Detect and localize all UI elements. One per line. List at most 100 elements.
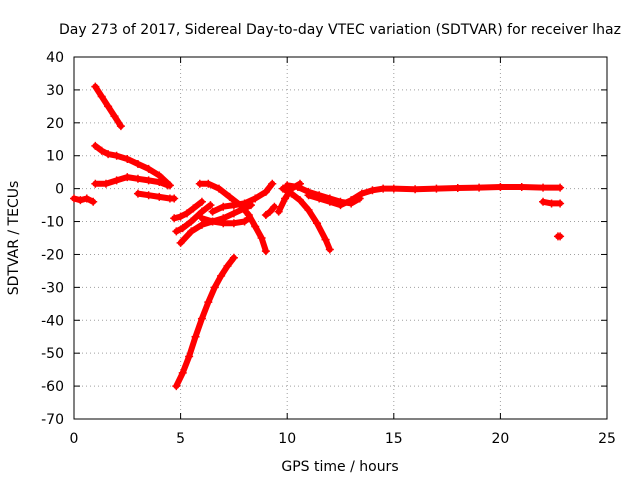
series-arc-13	[261, 202, 279, 219]
y-tick-label: 0	[55, 182, 64, 198]
data-point	[133, 159, 142, 168]
data-point	[229, 201, 238, 210]
y-tick-label: 10	[46, 149, 64, 165]
y-axis-label: SDTVAR / TECUs	[6, 181, 22, 296]
data-point	[97, 92, 106, 101]
series-arc-1	[70, 194, 98, 206]
data-point	[547, 199, 556, 208]
data-point	[178, 368, 187, 377]
data-point	[229, 219, 238, 228]
data-point	[251, 194, 260, 203]
data-point	[91, 179, 100, 188]
data-point	[172, 382, 181, 391]
y-tick-label: -60	[41, 379, 64, 395]
series-arc-7	[172, 201, 215, 236]
data-point	[261, 247, 270, 256]
y-tick-label: -30	[41, 280, 64, 296]
data-point	[475, 183, 484, 192]
y-axis-ticks: -70 -60 -50 -40 -30 -20 -10 0 10 20 30 40	[41, 50, 607, 428]
y-tick-label: 30	[46, 83, 64, 99]
data-point	[104, 150, 113, 159]
data-point	[176, 212, 185, 221]
data-point	[336, 201, 345, 210]
data-point	[144, 164, 153, 173]
data-point	[101, 179, 110, 188]
data-point	[210, 283, 219, 292]
data-point	[112, 151, 121, 160]
series-arc-17	[304, 182, 565, 210]
data-point	[97, 146, 106, 155]
plot-frame	[73, 56, 608, 420]
data-point	[104, 102, 113, 111]
data-point	[539, 197, 548, 206]
data-point	[223, 261, 232, 270]
data-point	[116, 122, 125, 131]
data-point	[229, 253, 238, 262]
data-point	[195, 179, 204, 188]
data-point	[144, 191, 153, 200]
data-point	[91, 141, 100, 150]
data-point	[176, 238, 185, 247]
y-tick-label: 40	[46, 50, 64, 66]
data-point	[163, 181, 172, 190]
data-point	[197, 197, 206, 206]
series-arc-18	[539, 197, 565, 208]
series-track	[71, 195, 97, 205]
data-point	[321, 235, 330, 244]
data-point	[187, 217, 196, 226]
data-point	[257, 234, 266, 242]
data-point	[244, 214, 253, 223]
data-point	[357, 189, 366, 198]
data-point	[268, 179, 277, 188]
data-point	[556, 183, 565, 192]
data-point	[112, 176, 121, 185]
data-point	[155, 192, 164, 201]
data-point	[197, 214, 206, 223]
data-point	[304, 191, 313, 200]
data-point	[82, 194, 91, 203]
data-point	[204, 179, 213, 188]
data-point	[191, 332, 200, 341]
data-point	[411, 185, 420, 194]
series-arc-19	[553, 232, 565, 241]
series-arc-11	[208, 179, 277, 216]
data-point	[283, 181, 292, 190]
data-point	[539, 183, 548, 192]
data-point	[281, 194, 290, 203]
series-arc-15	[278, 184, 334, 254]
data-point	[189, 204, 198, 213]
data-point	[172, 227, 181, 236]
series-arc-3	[91, 141, 174, 190]
data-point	[182, 209, 191, 218]
data-point	[295, 196, 304, 205]
data-point	[91, 82, 100, 91]
data-point	[70, 194, 78, 203]
series-track	[173, 254, 237, 390]
data-point	[453, 183, 462, 192]
data-point	[304, 206, 313, 215]
data-point	[229, 209, 238, 218]
data-point	[315, 194, 324, 203]
data-point	[206, 201, 215, 210]
x-tick-label: 5	[176, 431, 185, 447]
data-point	[187, 227, 196, 236]
series-arc-5	[133, 189, 179, 203]
data-point	[208, 217, 217, 226]
data-point	[293, 182, 302, 191]
data-point	[556, 199, 565, 208]
data-point	[274, 207, 283, 216]
series-arc-4	[91, 173, 172, 190]
data-point	[368, 186, 377, 195]
data-point	[155, 178, 164, 187]
data-point	[313, 219, 322, 228]
data-point	[225, 192, 234, 201]
data-point	[76, 196, 85, 205]
data-point	[325, 197, 334, 206]
data-point	[556, 232, 565, 241]
x-tick-label: 25	[598, 431, 616, 447]
y-tick-label: -40	[41, 313, 64, 329]
data-point	[270, 202, 279, 211]
data-point	[133, 174, 142, 183]
x-axis-ticks: 0 5 10 15 20 25	[70, 57, 616, 447]
